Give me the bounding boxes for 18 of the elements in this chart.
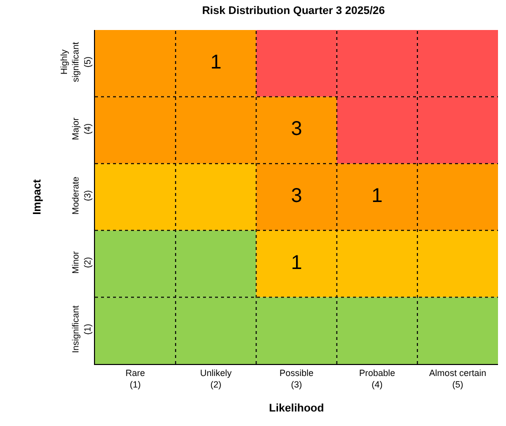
chart-title: Risk Distribution Quarter 3 2025/26 bbox=[202, 5, 385, 18]
data-label: 1 bbox=[372, 185, 383, 207]
data-label: 1 bbox=[210, 51, 222, 74]
y-tick-label: Insignificant (1) bbox=[70, 304, 92, 354]
x-tick-label: Almost certain (5) bbox=[429, 368, 486, 390]
y-tick-label: Minor (2) bbox=[70, 251, 92, 274]
x-tick-label: Probable (4) bbox=[359, 368, 396, 390]
y-tick-label: Major (4) bbox=[70, 118, 92, 140]
data-label: 1 bbox=[290, 252, 302, 274]
y-tick-label: Moderate (3) bbox=[70, 176, 92, 215]
data-label: 3 bbox=[290, 185, 302, 207]
y-tick-label: Highly significant (5) bbox=[59, 42, 92, 82]
x-tick-label: Rare (1) bbox=[126, 368, 146, 390]
x-tick-label: Possible (3) bbox=[279, 368, 314, 390]
y-axis-title: Impact bbox=[32, 178, 44, 215]
data-label: 3 bbox=[290, 118, 302, 140]
x-tick-label: Unlikely (2) bbox=[200, 368, 232, 390]
x-axis-title: Likelihood bbox=[269, 402, 324, 415]
